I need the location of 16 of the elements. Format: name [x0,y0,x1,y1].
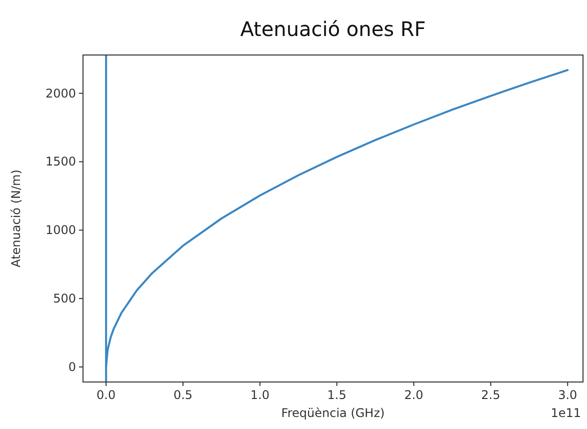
x-tick-label: 2.5 [481,388,500,402]
text: 1e11 [550,406,581,420]
chart-title: Atenuació ones RF [240,17,426,41]
x-tick-label: 1.0 [250,388,270,402]
x-tick-label: 1.5 [327,388,346,402]
y-tick-label: 1000 [45,223,76,238]
y-tick-label: 2000 [45,86,76,100]
x-tick-label: 2.0 [404,388,424,402]
y-axis-title: Atenuació (N/m) [9,170,23,268]
x-tick-label: 0.5 [173,388,193,402]
y-tick-label: 0 [68,360,76,374]
y-tick-label: 1500 [45,154,76,169]
x-axis-title: Freqüència (GHz) [281,406,385,420]
y-tick-label: 500 [53,292,76,306]
x-tick-label: 0.0 [96,388,116,402]
x-tick-label: 3.0 [558,388,578,402]
